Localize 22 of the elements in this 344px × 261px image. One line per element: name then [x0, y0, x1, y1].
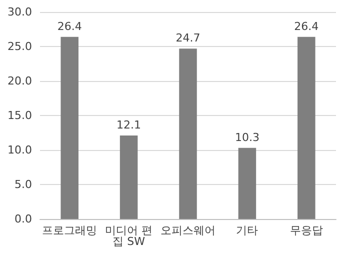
x-tick-label: 무응답 [290, 224, 323, 237]
y-tick-label: 15.0 [8, 109, 32, 122]
bar [238, 148, 256, 219]
y-tick-label: 25.0 [8, 40, 32, 53]
x-tick-label: 기타 [236, 224, 258, 237]
data-label: 24.7 [176, 32, 200, 45]
y-tick-label: 10.0 [8, 144, 32, 156]
y-tick-label: 30.0 [8, 6, 32, 18]
x-tick-label: 오피스웨어 [160, 224, 216, 237]
bar [179, 48, 197, 219]
bar [60, 36, 78, 219]
data-label: 10.3 [234, 130, 260, 144]
data-label: 12.1 [116, 118, 142, 132]
y-tick-label: 5.0 [14, 178, 32, 191]
y-tick-label: 0.0 [14, 212, 32, 226]
data-label: 26.4 [57, 20, 82, 33]
y-tick-label: 20.0 [8, 74, 32, 88]
x-tick-label: 프로그래밍 [42, 224, 98, 237]
x-tick-label: 미디어 편집 SW [105, 224, 153, 248]
data-label: 26.4 [294, 20, 319, 33]
bar [120, 136, 138, 219]
bar [298, 36, 316, 219]
